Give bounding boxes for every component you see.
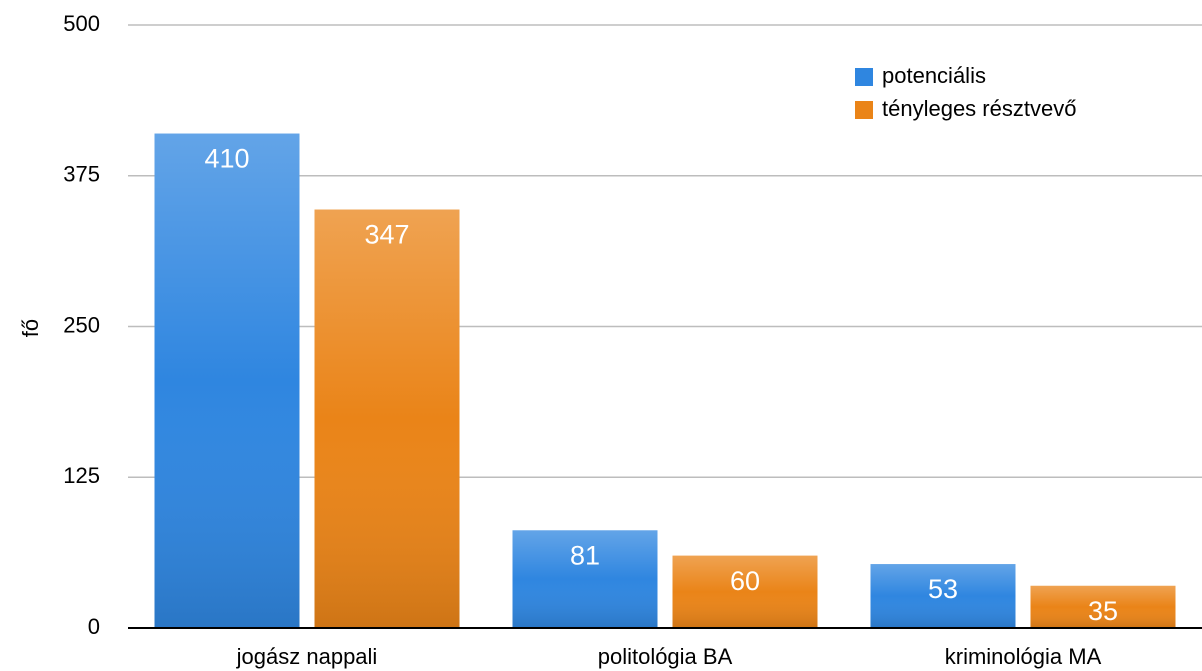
bar-shade (512, 530, 658, 628)
y-tick-label: 250 (63, 312, 100, 337)
legend-swatch (855, 101, 873, 119)
legend-swatch (855, 68, 873, 86)
bar-shade (314, 209, 460, 628)
x-tick-label: politológia BA (598, 644, 733, 669)
y-axis-label: fő (18, 319, 43, 337)
x-tick-label: kriminológia MA (945, 644, 1102, 669)
value-label: 60 (730, 566, 760, 596)
bar-shade (870, 564, 1016, 628)
y-tick-label: 0 (88, 614, 100, 639)
y-tick-label: 125 (63, 463, 100, 488)
bar-shade (672, 555, 818, 628)
x-tick-label: jogász nappali (236, 644, 378, 669)
legend-label: potenciális (882, 63, 986, 88)
value-label: 347 (364, 220, 409, 250)
value-label: 53 (928, 574, 958, 604)
y-tick-label: 375 (63, 162, 100, 187)
value-label: 410 (204, 144, 249, 174)
y-tick-label: 500 (63, 11, 100, 36)
value-label: 81 (570, 540, 600, 570)
bar-shade (154, 133, 300, 629)
value-label: 35 (1088, 596, 1118, 626)
legend-label: tényleges résztvevő (882, 96, 1076, 121)
bar-shade (1030, 585, 1176, 628)
